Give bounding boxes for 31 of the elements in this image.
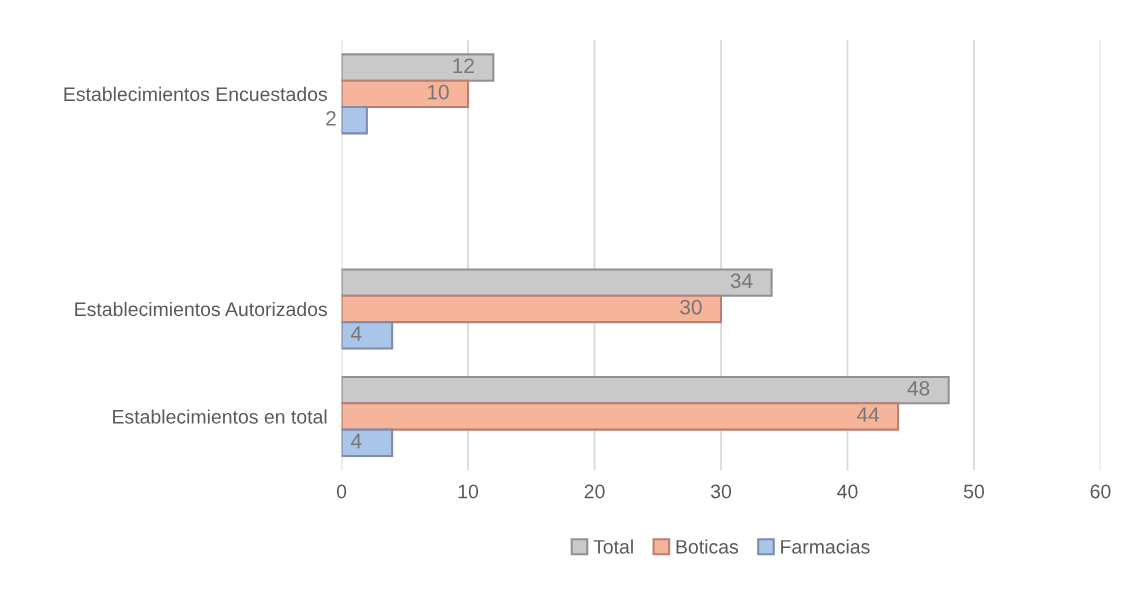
x-tick-label: 20 xyxy=(584,484,605,499)
bar xyxy=(341,402,900,431)
y-tick-label: Establecimientos en total xyxy=(113,409,327,424)
data-label: 44 xyxy=(856,407,879,422)
data-label: 10 xyxy=(427,84,449,100)
bar xyxy=(341,268,773,297)
bar xyxy=(341,79,470,109)
legend-label: Boticas xyxy=(676,539,739,554)
x-tick-label: 30 xyxy=(710,484,732,499)
legend-label: Total xyxy=(593,539,633,554)
data-label: 4 xyxy=(350,433,362,449)
y-tick-label: Establecimientos Autorizados xyxy=(75,301,327,317)
bar xyxy=(341,53,495,82)
data-label: 48 xyxy=(907,380,930,396)
data-label: 30 xyxy=(680,299,702,315)
data-label: 4 xyxy=(350,326,362,341)
data-label: 34 xyxy=(730,273,753,289)
data-label: 2 xyxy=(326,111,336,126)
bar xyxy=(341,428,394,458)
y-tick-label: Establecimientos Encuestados xyxy=(64,86,327,102)
bar xyxy=(341,375,950,405)
bar xyxy=(341,321,394,350)
data-label: 12 xyxy=(453,58,474,73)
x-tick-label: 60 xyxy=(1090,484,1111,499)
bar xyxy=(341,106,368,135)
x-tick-label: 0 xyxy=(336,484,347,499)
x-tick-label: 50 xyxy=(963,484,985,499)
legend-label: Farmacias xyxy=(781,539,870,554)
bar xyxy=(341,294,723,324)
x-tick-label: 10 xyxy=(458,484,479,499)
x-tick-label: 40 xyxy=(837,484,858,499)
